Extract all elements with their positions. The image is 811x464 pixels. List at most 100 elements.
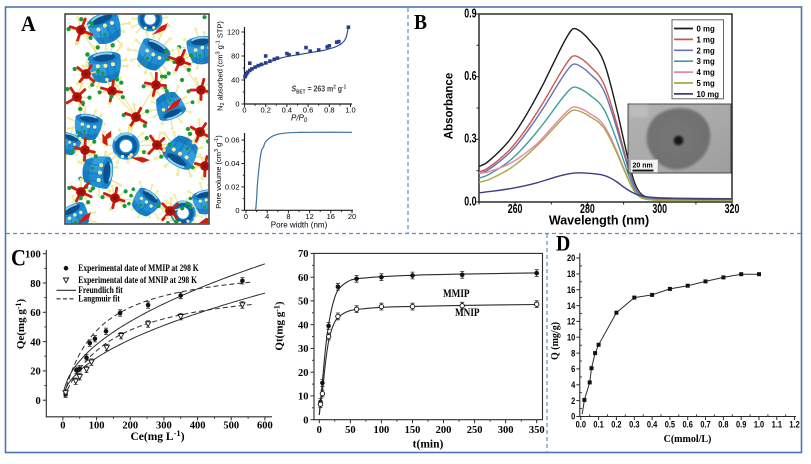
svg-text:t(min): t(min)	[413, 439, 444, 451]
svg-text:0.3: 0.3	[629, 419, 640, 430]
svg-text:Experimental date of MMIP at 2: Experimental date of MMIP at 298 K	[78, 263, 199, 273]
svg-text:0.6: 0.6	[683, 419, 694, 430]
svg-text:B: B	[414, 11, 427, 34]
svg-text:18: 18	[567, 268, 576, 279]
svg-text:80: 80	[231, 52, 239, 61]
svg-text:0: 0	[242, 105, 246, 114]
svg-text:0: 0	[36, 396, 41, 407]
svg-text:40: 40	[30, 337, 41, 348]
svg-text:0.02: 0.02	[225, 183, 240, 192]
svg-text:250: 250	[467, 425, 483, 436]
svg-text:0.2: 0.2	[611, 419, 622, 430]
svg-text:500: 500	[223, 421, 239, 432]
svg-text:0.06: 0.06	[225, 136, 240, 145]
svg-text:0.8: 0.8	[718, 419, 729, 430]
svg-text:0.7: 0.7	[700, 419, 711, 430]
svg-text:350: 350	[529, 425, 545, 436]
svg-text:Pore width (nm): Pore width (nm)	[271, 221, 328, 230]
svg-text:10: 10	[298, 392, 309, 403]
svg-text:16: 16	[567, 284, 576, 295]
svg-text:0.9: 0.9	[736, 419, 747, 430]
svg-text:20: 20	[30, 367, 41, 378]
svg-text:0: 0	[303, 416, 308, 427]
svg-text:0.8: 0.8	[324, 105, 334, 114]
svg-text:400: 400	[190, 421, 206, 432]
svg-text:0.04: 0.04	[225, 159, 240, 168]
svg-text:0.3: 0.3	[464, 132, 476, 146]
svg-text:12: 12	[567, 316, 576, 327]
svg-text:100: 100	[374, 425, 390, 436]
svg-text:3 mg: 3 mg	[697, 57, 715, 66]
svg-text:20: 20	[348, 212, 356, 221]
svg-text:C(mmol/L): C(mmol/L)	[664, 434, 712, 445]
svg-text:1.0: 1.0	[754, 419, 765, 430]
svg-text:200: 200	[436, 425, 452, 436]
svg-text:Pore volume (cm3 g-1): Pore volume (cm3 g-1)	[214, 135, 223, 209]
svg-text:80: 80	[30, 279, 41, 290]
svg-text:N2 absorbed (cm3 g-1 STP): N2 absorbed (cm3 g-1 STP)	[216, 21, 227, 111]
svg-text:20: 20	[567, 252, 576, 263]
svg-text:40: 40	[298, 321, 309, 332]
svg-text:0: 0	[235, 100, 239, 109]
svg-text:Wavelength (nm): Wavelength (nm)	[549, 214, 649, 228]
svg-text:MMIP: MMIP	[443, 288, 470, 300]
svg-text:16: 16	[327, 212, 335, 221]
svg-text:100: 100	[25, 250, 41, 261]
svg-text:0.5: 0.5	[665, 419, 676, 430]
svg-text:150: 150	[405, 425, 421, 436]
svg-text:0.6: 0.6	[303, 105, 313, 114]
svg-text:0: 0	[317, 425, 322, 436]
svg-text:0: 0	[60, 421, 65, 432]
svg-text:8: 8	[286, 212, 290, 221]
svg-text:6: 6	[571, 363, 575, 374]
svg-text:300: 300	[652, 202, 667, 216]
svg-text:260: 260	[508, 202, 523, 216]
svg-text:12: 12	[305, 212, 313, 221]
svg-text:Q (mg/g): Q (mg/g)	[550, 322, 561, 360]
svg-text:20: 20	[298, 368, 309, 379]
svg-text:4: 4	[571, 379, 575, 390]
svg-text:Langmuir fit: Langmuir fit	[78, 294, 120, 304]
svg-text:Absorbance: Absorbance	[444, 73, 456, 139]
svg-text:C: C	[11, 246, 26, 271]
svg-text:4: 4	[265, 212, 269, 221]
svg-text:0.1: 0.1	[593, 419, 604, 430]
svg-text:2: 2	[571, 395, 575, 406]
svg-text:1.1: 1.1	[772, 419, 783, 430]
svg-text:300: 300	[156, 421, 172, 432]
svg-text:0.2: 0.2	[260, 105, 270, 114]
svg-text:600: 600	[257, 421, 273, 432]
svg-text:14: 14	[567, 300, 576, 311]
svg-text:A: A	[21, 11, 36, 36]
svg-text:0: 0	[244, 212, 248, 221]
svg-text:60: 60	[30, 308, 41, 319]
svg-text:MNIP: MNIP	[455, 307, 480, 319]
svg-text:320: 320	[725, 202, 740, 216]
svg-text:300: 300	[498, 425, 514, 436]
svg-text:0.0: 0.0	[464, 195, 476, 209]
svg-text:60: 60	[298, 273, 309, 284]
svg-text:50: 50	[298, 297, 309, 308]
svg-text:0.6: 0.6	[464, 70, 476, 84]
svg-text:40: 40	[231, 76, 239, 85]
svg-text:70: 70	[298, 249, 309, 260]
svg-text:2 mg: 2 mg	[697, 46, 715, 55]
svg-text:1.0: 1.0	[345, 105, 355, 114]
svg-text:0.0: 0.0	[576, 419, 587, 430]
svg-text:0.4: 0.4	[647, 419, 658, 430]
svg-text:120: 120	[227, 28, 240, 37]
svg-text:200: 200	[122, 421, 138, 432]
svg-text:5 mg: 5 mg	[697, 79, 715, 88]
svg-text:8: 8	[571, 347, 575, 358]
svg-text:0: 0	[571, 411, 575, 422]
svg-text:30: 30	[298, 344, 309, 355]
svg-text:0: 0	[235, 206, 239, 215]
svg-text:4 mg: 4 mg	[697, 68, 715, 77]
svg-text:10: 10	[567, 332, 576, 343]
svg-text:50: 50	[345, 425, 356, 436]
svg-text:10 mg: 10 mg	[697, 90, 720, 99]
svg-text:0.9: 0.9	[464, 7, 476, 21]
svg-text:0 mg: 0 mg	[697, 24, 715, 33]
svg-text:100: 100	[89, 421, 105, 432]
svg-text:Experimental date of MNIP at 2: Experimental date of MNIP at 298 K	[78, 275, 197, 285]
